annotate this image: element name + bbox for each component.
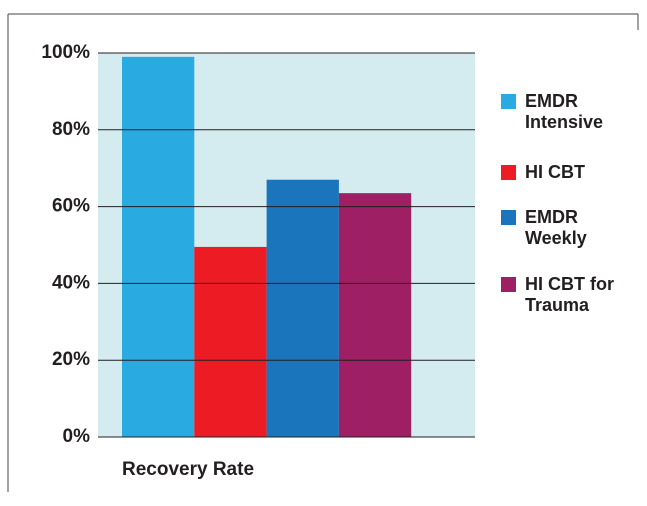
y-tick-label: 100% — [41, 42, 90, 63]
y-tick-label: 20% — [52, 349, 90, 370]
y-tick-label: 0% — [63, 426, 91, 447]
legend-label: HI CBT for Trauma — [525, 274, 614, 315]
legend-label: EMDR Intensive — [525, 91, 604, 132]
legend-label: HI CBT — [525, 162, 585, 182]
x-tick-label: Recovery Rate — [122, 459, 254, 480]
legend-label: EMDR Weekly — [525, 207, 587, 248]
bar — [122, 56, 195, 438]
legend-swatch — [501, 165, 516, 180]
legend-swatch — [501, 210, 516, 225]
bar — [338, 193, 412, 437]
y-tick-label: 40% — [52, 272, 90, 293]
bar — [266, 179, 339, 437]
y-tick-label: 80% — [52, 119, 90, 140]
y-tick-label: 60% — [52, 196, 90, 217]
legend-swatch — [501, 94, 516, 109]
legend-swatch — [501, 277, 516, 292]
bar — [194, 246, 267, 437]
